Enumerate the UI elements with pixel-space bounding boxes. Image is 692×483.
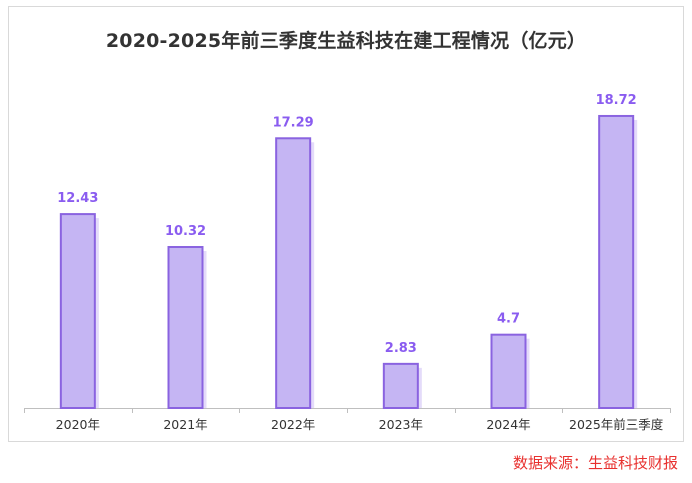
x-tick-label: 2024年 — [486, 417, 530, 432]
x-tick-label: 2022年 — [271, 417, 315, 432]
data-label: 4.7 — [497, 312, 520, 327]
bar-2020年 — [59, 213, 96, 409]
bar-2023年 — [382, 362, 419, 409]
x-tick-label: 2025年前三季度 — [569, 417, 664, 432]
data-label: 18.72 — [596, 93, 637, 108]
bar-2024年 — [490, 333, 527, 409]
x-tick-label: 2021年 — [163, 417, 207, 432]
bar-2025年前三季度 — [598, 114, 635, 410]
chart-title: 2020-2025年前三季度生益科技在建工程情况（亿元） — [105, 30, 587, 52]
data-label: 10.32 — [165, 224, 206, 239]
bar-2021年 — [167, 246, 204, 409]
data-label: 17.29 — [273, 115, 314, 130]
chart-frame — [8, 6, 684, 442]
x-tick-label: 2023年 — [379, 417, 423, 432]
bar-2022年 — [275, 137, 312, 409]
data-label: 12.43 — [57, 191, 98, 206]
source-note: 数据来源：生益科技财报 — [512, 454, 678, 472]
data-label: 2.83 — [385, 341, 417, 356]
x-tick-label: 2020年 — [56, 417, 100, 432]
